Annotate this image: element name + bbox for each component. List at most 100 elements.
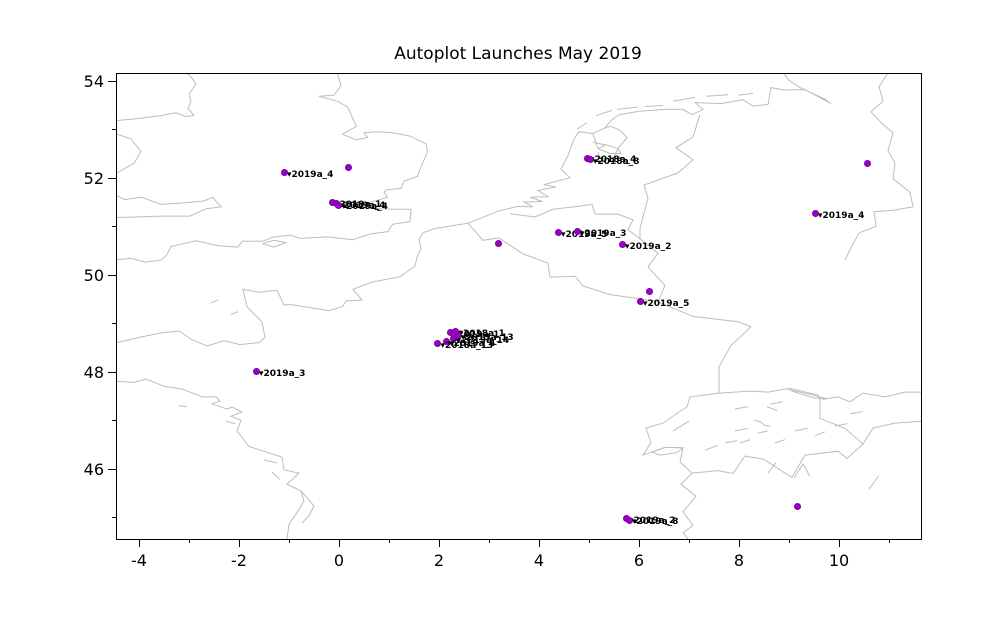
data-point-label: ▾2019a_1 bbox=[335, 199, 382, 210]
x-minor-tick bbox=[689, 539, 690, 543]
data-point-label: ▾2019a_4 bbox=[818, 210, 865, 221]
y-minor-tick bbox=[112, 517, 116, 518]
alp-detail-5 bbox=[757, 430, 768, 434]
data-point-label: ▾2019a_4 bbox=[287, 169, 334, 180]
alp-detail-11 bbox=[769, 401, 783, 405]
data-point[interactable] bbox=[573, 228, 581, 236]
isle-of-wight bbox=[262, 239, 288, 248]
data-point[interactable] bbox=[434, 340, 441, 348]
lake-como-east bbox=[802, 463, 811, 477]
wadden-island-2 bbox=[595, 109, 613, 117]
data-point-label: ▾2019a_3 bbox=[580, 228, 627, 239]
data-point-label: ▾2019a_3 bbox=[259, 368, 306, 379]
netherlands-germany-border bbox=[639, 114, 701, 239]
lake-zurich bbox=[766, 406, 778, 411]
data-point-label: ▾2018a_1 bbox=[458, 328, 505, 339]
markermeer-line bbox=[592, 141, 606, 146]
data-point[interactable] bbox=[335, 201, 342, 209]
alp-detail-10 bbox=[849, 411, 863, 415]
x-tick-label: 0 bbox=[333, 551, 345, 570]
alp-detail-6 bbox=[774, 439, 786, 444]
x-tick-label: -4 bbox=[131, 551, 147, 570]
x-minor-tick bbox=[289, 539, 290, 543]
x-major-tick bbox=[739, 539, 740, 547]
lake-geneva bbox=[651, 446, 685, 456]
data-point[interactable] bbox=[344, 164, 352, 172]
french-atlantic-coast bbox=[117, 378, 305, 539]
ile-de-re bbox=[263, 459, 278, 464]
data-point-label: ▾2019a_5 bbox=[561, 229, 608, 240]
ijsselmeer bbox=[592, 125, 628, 154]
data-point[interactable] bbox=[811, 210, 819, 218]
data-point-label: ▾2019a_4 bbox=[449, 338, 496, 349]
data-point-label: ▾2019a_1 bbox=[453, 329, 500, 340]
plot-area[interactable]: ▾2019a_4 ▾2019a_1 ▾2019a_4 ▾2019a_4 ▾2018a_4… bbox=[116, 73, 922, 540]
y-minor-tick bbox=[112, 420, 116, 421]
x-tick-label: 6 bbox=[633, 551, 645, 570]
cardigan-bay bbox=[117, 133, 142, 174]
lake-lucerne bbox=[753, 419, 771, 427]
data-point[interactable] bbox=[280, 169, 288, 177]
lake-garda bbox=[868, 475, 880, 490]
alp-detail-9 bbox=[834, 423, 848, 427]
england-east-south-coast bbox=[117, 74, 429, 263]
data-point-label: ▾2018a_4 bbox=[590, 155, 637, 166]
gironde-estuary bbox=[300, 490, 315, 524]
y-minor-tick bbox=[112, 323, 116, 324]
data-point-label: ▾2019a_2 bbox=[629, 515, 676, 526]
data-point[interactable] bbox=[863, 160, 871, 168]
wadden-island-6 bbox=[705, 94, 729, 97]
y-tick-label: 48 bbox=[83, 363, 104, 382]
wadden-island-5 bbox=[672, 96, 696, 102]
y-major-tick bbox=[108, 372, 116, 373]
y-major-tick bbox=[108, 275, 116, 276]
y-tick-label: 46 bbox=[83, 460, 104, 479]
ile-oleron bbox=[271, 471, 281, 480]
x-minor-tick bbox=[789, 539, 790, 543]
inner-german-line bbox=[844, 74, 914, 261]
x-major-tick bbox=[439, 539, 440, 547]
data-point[interactable] bbox=[252, 368, 260, 376]
x-minor-tick bbox=[189, 539, 190, 543]
germany-austria-border bbox=[822, 391, 921, 403]
x-major-tick bbox=[839, 539, 840, 547]
data-point-label: ▾2019a_2 bbox=[625, 241, 672, 252]
data-point[interactable] bbox=[554, 229, 562, 237]
data-point[interactable] bbox=[494, 240, 502, 248]
x-major-tick bbox=[139, 539, 140, 547]
data-point-label: ▾2019a_8 bbox=[632, 517, 679, 528]
y-tick-label: 54 bbox=[83, 72, 104, 91]
continental-coast bbox=[117, 74, 832, 347]
belle-ile bbox=[178, 405, 188, 408]
flevoland bbox=[597, 144, 619, 159]
x-minor-tick bbox=[489, 539, 490, 543]
data-point[interactable] bbox=[442, 338, 450, 346]
y-minor-tick bbox=[112, 226, 116, 227]
x-tick-label: 2 bbox=[433, 551, 445, 570]
data-point[interactable] bbox=[645, 288, 653, 296]
alp-detail-4 bbox=[734, 427, 748, 432]
data-point[interactable] bbox=[625, 516, 633, 524]
data-point-label: ▾2019a_4 bbox=[341, 202, 388, 213]
alp-detail-12 bbox=[734, 406, 748, 410]
alp-detail-7 bbox=[794, 427, 808, 432]
data-point[interactable] bbox=[450, 335, 457, 343]
switzerland-border bbox=[641, 387, 864, 479]
y-tick-label: 52 bbox=[83, 169, 104, 188]
france-italy-border bbox=[680, 472, 697, 539]
data-point-label: ▾2018a_13 bbox=[440, 340, 494, 351]
map-outline-layer bbox=[117, 74, 921, 539]
data-point[interactable] bbox=[636, 298, 644, 306]
france-germany-border bbox=[657, 301, 752, 394]
wadden-island-3 bbox=[616, 106, 639, 110]
y-minor-tick bbox=[112, 129, 116, 130]
x-minor-tick bbox=[589, 539, 590, 543]
alp-detail-1 bbox=[704, 444, 718, 451]
data-point[interactable] bbox=[618, 241, 626, 249]
data-point[interactable] bbox=[586, 156, 594, 164]
lake-como-west bbox=[793, 463, 804, 479]
x-major-tick bbox=[539, 539, 540, 547]
data-point[interactable] bbox=[793, 503, 801, 510]
x-minor-tick bbox=[389, 539, 390, 543]
